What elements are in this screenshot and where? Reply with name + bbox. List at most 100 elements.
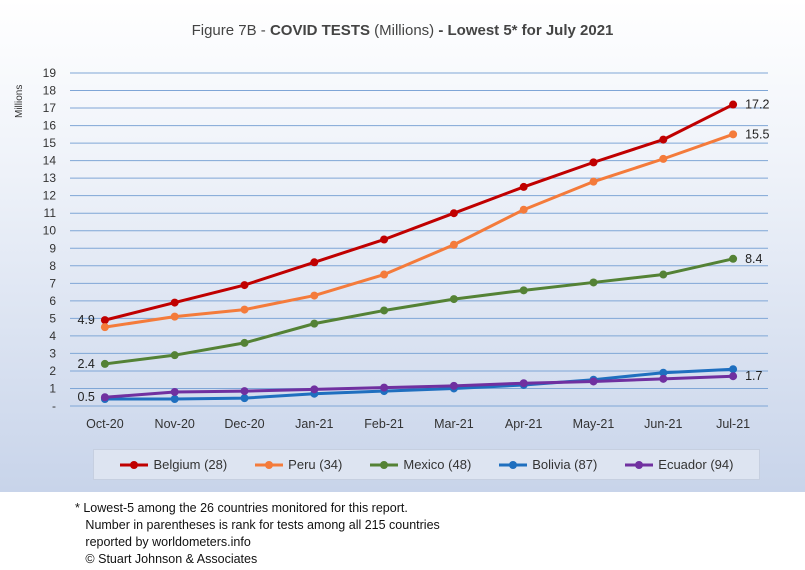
x-tick-label: Mar-21 [434, 417, 474, 431]
data-point [240, 338, 249, 347]
y-tick-label: 15 [43, 136, 57, 150]
data-point [310, 258, 319, 267]
legend-item: Mexico (48) [369, 457, 471, 472]
y-tick-label: 16 [43, 119, 57, 133]
data-point [659, 135, 668, 144]
data-point [449, 240, 458, 249]
data-point [100, 359, 109, 368]
data-point [380, 235, 389, 244]
data-point [240, 394, 249, 403]
data-point [659, 270, 668, 279]
data-point [519, 286, 528, 295]
legend-marker-icon [499, 460, 528, 469]
data-point [380, 383, 389, 392]
data-label: 0.5 [78, 390, 95, 404]
data-point [100, 393, 109, 402]
y-axis-label: Millions [14, 84, 25, 118]
y-tick-label: 11 [44, 206, 57, 220]
y-tick-label: 3 [49, 346, 56, 360]
data-point [519, 379, 528, 388]
series-line [104, 132, 734, 329]
legend-item: Peru (34) [254, 457, 342, 472]
data-point [170, 351, 179, 360]
legend-item: Ecuador (94) [624, 457, 733, 472]
data-point [380, 270, 389, 279]
y-tick-label: 14 [43, 154, 57, 168]
series-line [104, 367, 734, 401]
data-point [170, 394, 179, 403]
y-tick-label: 12 [43, 189, 57, 203]
data-label: 1.7 [745, 369, 762, 383]
chart-area [0, 0, 805, 492]
legend-item: Bolivia (87) [498, 457, 597, 472]
data-point [449, 381, 458, 390]
footnote: * Lowest-5 among the 26 countries monito… [75, 500, 440, 568]
data-point [729, 100, 738, 109]
x-tick-label: May-21 [573, 417, 615, 431]
legend-label: Bolivia (87) [532, 457, 598, 472]
y-tick-label: 9 [49, 241, 56, 255]
y-tick-label: 1 [49, 381, 56, 395]
footnote-line-1: * Lowest-5 among the 26 countries monito… [75, 501, 408, 515]
footnote-line-4: © Stuart Johnson & Associates [75, 552, 258, 566]
footnote-line-3: reported by worldometers.info [75, 535, 251, 549]
y-tick-label: 18 [43, 84, 57, 98]
x-tick-label: Jul-21 [716, 417, 750, 431]
legend-label: Ecuador (94) [658, 457, 734, 472]
legend: Belgium (28) Peru (34) Mexico (48) Bolivia … [93, 449, 760, 480]
data-point [449, 209, 458, 218]
y-tick-label: 17 [43, 101, 57, 115]
chart-title: Figure 7B - COVID TESTS (Millions) - Low… [0, 22, 805, 39]
data-label: 17.2 [745, 98, 769, 112]
data-label: 4.9 [78, 313, 95, 327]
data-point [519, 205, 528, 214]
x-tick-label: Nov-20 [155, 417, 195, 431]
data-point [659, 374, 668, 383]
series-line [104, 374, 734, 399]
data-point [519, 182, 528, 191]
y-tick-label: 19 [43, 66, 57, 80]
x-tick-label: Oct-20 [86, 417, 124, 431]
data-point [659, 368, 668, 377]
legend-label: Mexico (48) [403, 457, 472, 472]
y-tick-label: 4 [49, 329, 56, 343]
footnote-line-2: Number in parentheses is rank for tests … [75, 518, 440, 532]
y-tick-label: 10 [43, 224, 57, 238]
x-tick-label: Dec-20 [224, 417, 264, 431]
legend-marker-icon [370, 460, 399, 469]
y-tick-label: 5 [49, 311, 56, 325]
data-point [100, 323, 109, 332]
data-point [729, 365, 738, 374]
title-bold-part-2: - Lowest 5* for July 2021 [438, 22, 614, 39]
data-point [240, 387, 249, 396]
data-point [240, 305, 249, 314]
data-point [310, 319, 319, 328]
data-point [170, 312, 179, 321]
data-point [310, 291, 319, 300]
data-point [100, 316, 109, 325]
title-bold-part-1: COVID TESTS [269, 22, 370, 39]
x-tick-label: Jan-21 [295, 417, 333, 431]
data-point [240, 281, 249, 290]
y-tick-label: 7 [49, 276, 56, 290]
data-point [729, 372, 738, 381]
series-line [104, 257, 734, 366]
title-prefix: Figure 7B - [191, 22, 270, 39]
data-point [449, 295, 458, 304]
data-point [729, 254, 738, 263]
data-point [170, 387, 179, 396]
legend-marker-icon [625, 460, 654, 469]
legend-label: Peru (34) [288, 457, 343, 472]
data-point [659, 154, 668, 163]
data-label: 8.4 [745, 252, 762, 266]
y-tick-label: 2 [49, 364, 56, 378]
data-point [170, 298, 179, 307]
series-line [104, 103, 734, 322]
data-label: 15.5 [745, 127, 769, 141]
legend-marker-icon [255, 460, 284, 469]
y-tick-label: 8 [49, 259, 56, 273]
data-label: 2.4 [78, 357, 95, 371]
y-tick-label: - [52, 399, 56, 413]
x-tick-label: Feb-21 [364, 417, 404, 431]
